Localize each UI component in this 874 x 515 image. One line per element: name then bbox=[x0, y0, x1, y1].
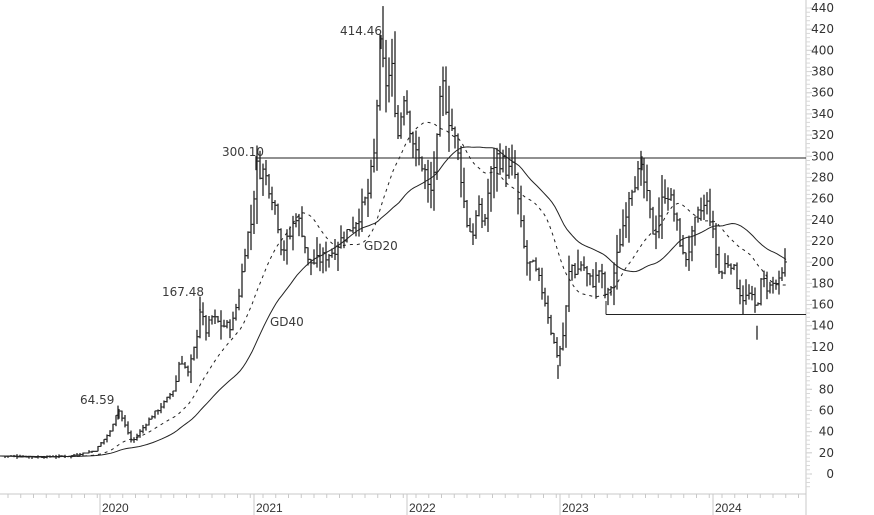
annotation-64-59: 64.59 bbox=[80, 393, 114, 407]
y-tick-label: 120 bbox=[811, 340, 834, 354]
y-tick-label: 380 bbox=[811, 65, 834, 79]
x-tick-label-2021: 2021 bbox=[256, 501, 283, 515]
y-tick-label: 140 bbox=[811, 319, 834, 333]
y-tick-label: 80 bbox=[819, 382, 834, 396]
label-gd20: GD20 bbox=[364, 239, 398, 253]
y-tick-label: 260 bbox=[811, 192, 834, 206]
annotation-300-10: 300.10 bbox=[222, 145, 264, 159]
y-tick-label: 320 bbox=[811, 128, 834, 142]
annotation-414-46: 414.46 bbox=[340, 24, 382, 38]
y-tick-label: 340 bbox=[811, 107, 834, 121]
y-tick-label: 300 bbox=[811, 149, 834, 163]
gd20-moving-average-line bbox=[0, 121, 786, 458]
y-tick-label: 240 bbox=[811, 213, 834, 227]
x-tick-label-2022: 2022 bbox=[409, 501, 436, 515]
ohlc-bars bbox=[0, 6, 787, 459]
y-tick-label: 0 bbox=[826, 467, 834, 481]
x-tick-label-2023: 2023 bbox=[562, 501, 589, 515]
y-tick-label: 100 bbox=[811, 361, 834, 375]
y-tick-label: 180 bbox=[811, 276, 834, 290]
y-tick-label: 60 bbox=[819, 403, 834, 417]
y-tick-label: 20 bbox=[819, 446, 834, 460]
y-tick-label: 220 bbox=[811, 234, 834, 248]
y-tick-label: 360 bbox=[811, 86, 834, 100]
y-tick-label: 280 bbox=[811, 170, 834, 184]
y-tick-label: 160 bbox=[811, 298, 834, 312]
label-gd40: GD40 bbox=[270, 315, 304, 329]
gd40-moving-average-line bbox=[0, 146, 787, 458]
x-tick-label-2024: 2024 bbox=[715, 501, 742, 515]
y-tick-label: 400 bbox=[811, 43, 834, 57]
y-tick-label: 200 bbox=[811, 255, 834, 269]
y-tick-label: 440 bbox=[811, 1, 834, 15]
x-axis: 2020 2021 2022 2023 2024 bbox=[0, 493, 806, 515]
y-tick-label: 40 bbox=[819, 425, 834, 439]
annotation-167-48: 167.48 bbox=[162, 285, 204, 299]
y-tick-label: 420 bbox=[811, 22, 834, 36]
y-axis: 4404204003803603403203002802602402202001… bbox=[800, 0, 834, 515]
x-tick-label-2020: 2020 bbox=[102, 501, 129, 515]
